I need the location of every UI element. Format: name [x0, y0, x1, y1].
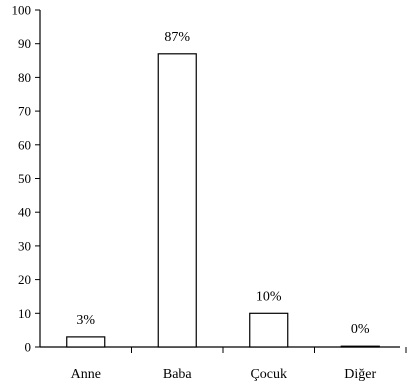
- x-tick-label: Anne: [71, 367, 101, 382]
- y-tick-label: 20: [18, 272, 31, 287]
- data-label: 0%: [351, 322, 370, 337]
- y-tick-label: 30: [18, 238, 31, 253]
- y-tick-label: 80: [18, 70, 31, 85]
- bar: [66, 336, 106, 348]
- bar: [340, 345, 380, 348]
- x-axis: Anne Baba Çocuk Diğer: [40, 346, 407, 382]
- x-tick-label: Baba: [163, 367, 193, 382]
- y-axis: 0 10 20 30 40 50 60 70 80 90 100: [12, 3, 41, 355]
- x-tick-label: Çocuk: [250, 367, 287, 382]
- y-tick-label: 100: [12, 3, 32, 18]
- data-label: 3%: [76, 313, 95, 328]
- x-tick-label: Diğer: [344, 367, 376, 382]
- bars: [66, 53, 380, 348]
- bar: [249, 312, 289, 348]
- data-label: 87%: [164, 30, 190, 45]
- y-tick-label: 70: [18, 104, 31, 119]
- y-tick-label: 90: [18, 36, 31, 51]
- y-tick-label: 10: [18, 306, 31, 321]
- data-label: 10%: [256, 289, 282, 304]
- y-tick-label: 0: [25, 340, 32, 355]
- data-labels: 3% 87% 10% 0%: [76, 30, 370, 337]
- y-tick-label: 40: [18, 205, 31, 220]
- bar: [157, 53, 197, 348]
- y-tick-label: 60: [18, 137, 31, 152]
- y-tick-label: 50: [18, 171, 31, 186]
